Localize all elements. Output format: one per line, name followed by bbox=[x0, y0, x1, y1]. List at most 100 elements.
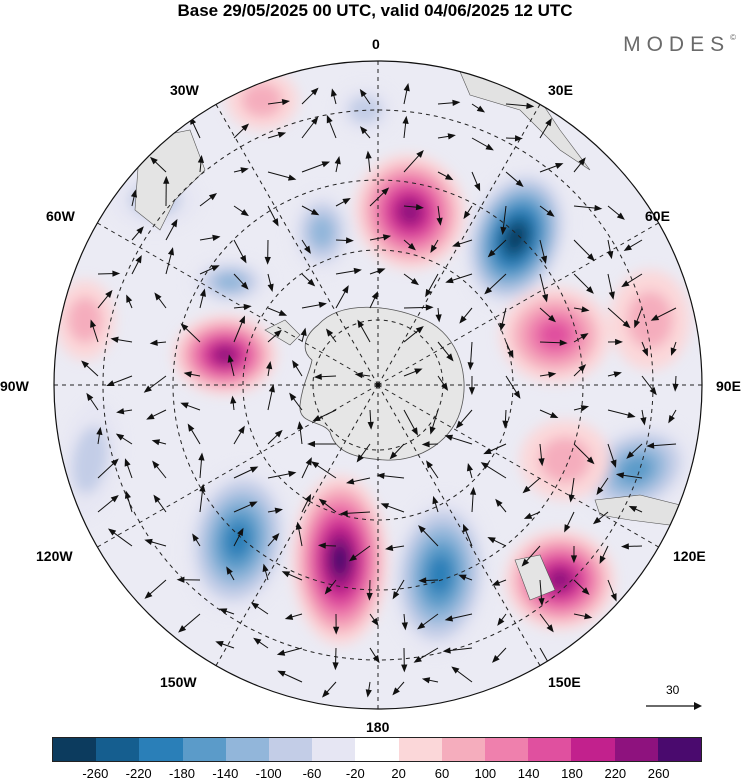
wind-vector-head bbox=[126, 294, 133, 303]
wind-vector-head bbox=[377, 268, 386, 275]
wind-vector-head bbox=[495, 498, 503, 507]
wind-vector-head bbox=[610, 459, 617, 468]
wind-vector-head bbox=[124, 490, 131, 499]
wind-vector-head bbox=[108, 528, 117, 536]
wind-vector-head bbox=[421, 677, 431, 684]
wind-vector bbox=[359, 323, 371, 343]
colorbar-segment bbox=[441, 738, 486, 761]
wind-vector-head bbox=[81, 360, 90, 369]
wind-vector-head bbox=[467, 362, 474, 371]
wind-vector-head bbox=[287, 174, 297, 181]
wind-vector-head bbox=[154, 292, 162, 301]
wind-vector-head bbox=[353, 267, 362, 275]
wind-vector-head bbox=[365, 150, 372, 159]
wind-vector-head bbox=[538, 598, 545, 607]
wind-vector bbox=[403, 328, 421, 343]
wind-vector bbox=[267, 472, 293, 479]
wind-vector-head bbox=[487, 537, 496, 544]
wind-vector-head bbox=[610, 593, 617, 602]
colorbar-segment bbox=[657, 738, 702, 761]
wind-vector-head bbox=[555, 163, 564, 169]
wind-vector-head bbox=[415, 203, 424, 211]
meridian-line bbox=[377, 384, 659, 548]
wind-vector-head bbox=[272, 218, 279, 227]
anomaly-contour bbox=[627, 291, 673, 349]
wind-vector bbox=[449, 273, 473, 282]
meridian-line bbox=[377, 384, 541, 666]
wind-vector-head bbox=[447, 133, 456, 140]
wind-vector-head bbox=[96, 426, 103, 436]
wind-vector-head bbox=[110, 458, 119, 467]
wind-vector-head bbox=[418, 577, 427, 584]
wind-vector-head bbox=[277, 131, 287, 138]
wind-vector-head bbox=[264, 256, 271, 265]
wind-vector-head bbox=[226, 566, 233, 575]
wind-vector-head bbox=[90, 319, 97, 328]
wind-vector-head bbox=[274, 429, 283, 438]
wind-vector-head bbox=[436, 217, 443, 226]
chart-title: Base 29/05/2025 00 UTC, valid 04/06/2025… bbox=[177, 1, 573, 20]
wind-vector-head bbox=[317, 542, 326, 549]
wind-vector-head bbox=[281, 571, 291, 578]
wind-vector-head bbox=[130, 189, 138, 198]
wind-vector bbox=[316, 409, 337, 420]
wind-vector bbox=[181, 613, 201, 631]
wind-vector-head bbox=[640, 417, 647, 426]
wind-vector-head bbox=[570, 555, 578, 564]
colorbar-segment bbox=[225, 738, 270, 761]
wind-vector-head bbox=[466, 462, 474, 472]
wind-vector-head bbox=[426, 460, 434, 469]
wind-vector-head bbox=[192, 533, 199, 542]
wind-vector-head bbox=[445, 277, 454, 284]
wind-vector-head bbox=[110, 336, 119, 343]
wind-vector-head bbox=[500, 226, 507, 235]
wind-vector-head bbox=[253, 637, 262, 645]
wind-vector bbox=[524, 545, 541, 564]
wind-vector-head bbox=[249, 501, 258, 508]
anomaly-contour bbox=[331, 544, 349, 576]
colorbar-segment bbox=[53, 738, 97, 761]
wind-vector-head bbox=[311, 116, 319, 125]
new-zealand bbox=[514, 554, 556, 601]
polar-map bbox=[53, 60, 703, 710]
wind-vector-head bbox=[421, 441, 430, 448]
wind-vector-head bbox=[474, 182, 481, 192]
wind-vector-head bbox=[502, 420, 509, 429]
colorbar-tick-label: -140 bbox=[212, 766, 239, 781]
wind-vector-head bbox=[297, 421, 304, 430]
anomaly-contour bbox=[241, 83, 283, 117]
wind-vector-head bbox=[152, 460, 160, 469]
wind-vector-head bbox=[607, 250, 614, 260]
wind-vector-head bbox=[372, 654, 380, 664]
wind-vector-head bbox=[487, 249, 496, 258]
wind-vector-head bbox=[170, 218, 178, 228]
colorbar-segment bbox=[571, 738, 615, 761]
wind-vector-head bbox=[149, 156, 158, 165]
wind-vector-head bbox=[305, 457, 312, 466]
lon-label-30w: 30W bbox=[170, 82, 199, 98]
wind-vector-head bbox=[415, 325, 424, 334]
wind-vector-head bbox=[153, 494, 161, 503]
wind-vector-head bbox=[616, 212, 625, 220]
map-border bbox=[53, 60, 703, 710]
wind-vector-head bbox=[359, 126, 368, 135]
wind-vector-head bbox=[237, 527, 244, 537]
meridian-line bbox=[215, 104, 379, 386]
anomaly-contour bbox=[618, 455, 654, 485]
meridian-line bbox=[377, 222, 659, 386]
lon-label-90e: 90E bbox=[716, 378, 741, 394]
wind-vector bbox=[420, 613, 439, 628]
colorbar-segment bbox=[528, 738, 572, 761]
wind-vector-head bbox=[581, 306, 590, 313]
wind-vector-head bbox=[441, 382, 449, 391]
wind-vector bbox=[335, 288, 348, 309]
wind-vector bbox=[417, 647, 439, 661]
wind-vector-head bbox=[367, 421, 374, 430]
wind-vector bbox=[454, 668, 473, 683]
wind-vector-head bbox=[463, 210, 471, 220]
wind-vector-head bbox=[444, 173, 454, 181]
wind-vector-head bbox=[304, 245, 311, 254]
wind-vector bbox=[487, 273, 507, 292]
wind-vector-head bbox=[278, 309, 288, 316]
wind-vector bbox=[505, 375, 519, 396]
